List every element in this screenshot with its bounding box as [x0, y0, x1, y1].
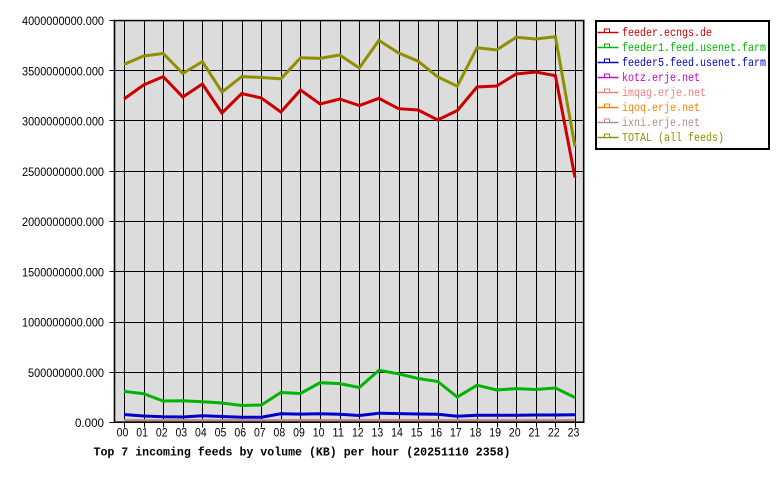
svg-text:18: 18	[470, 428, 482, 440]
svg-text:2500000000.000: 2500000000.000	[22, 167, 104, 179]
svg-text:05: 05	[215, 428, 227, 440]
svg-text:15: 15	[411, 428, 423, 440]
svg-text:10: 10	[313, 428, 325, 440]
svg-text:21: 21	[528, 428, 540, 440]
svg-text:03: 03	[175, 428, 187, 440]
svg-text:2000000000.000: 2000000000.000	[22, 217, 104, 229]
svg-text:1500000000.000: 1500000000.000	[22, 267, 104, 279]
svg-text:16: 16	[430, 428, 442, 440]
svg-text:3000000000.000: 3000000000.000	[22, 117, 104, 129]
svg-text:17: 17	[450, 428, 462, 440]
svg-text:1000000000.000: 1000000000.000	[22, 318, 104, 330]
svg-text:13: 13	[372, 428, 384, 440]
svg-text:3500000000.000: 3500000000.000	[22, 66, 104, 78]
svg-text:20: 20	[509, 428, 521, 440]
svg-text:11: 11	[332, 428, 344, 440]
svg-text:iqoq.erje.net: iqoq.erje.net	[622, 101, 700, 115]
svg-text:07: 07	[254, 428, 266, 440]
svg-text:Top 7 incoming feeds by volume: Top 7 incoming feeds by volume (KB) per …	[94, 445, 511, 459]
svg-text:06: 06	[234, 428, 246, 440]
svg-text:08: 08	[274, 428, 286, 440]
svg-text:23: 23	[568, 428, 580, 440]
svg-text:ixni.erje.net: ixni.erje.net	[622, 116, 700, 130]
svg-text:00: 00	[117, 428, 129, 440]
svg-text:22: 22	[548, 428, 560, 440]
svg-text:TOTAL (all feeds): TOTAL (all feeds)	[622, 131, 724, 145]
svg-text:kotz.erje.net: kotz.erje.net	[622, 71, 700, 85]
svg-text:500000000.000: 500000000.000	[28, 368, 104, 380]
svg-text:04: 04	[195, 428, 207, 440]
svg-text:4000000000.000: 4000000000.000	[22, 16, 104, 28]
svg-text:02: 02	[156, 428, 168, 440]
svg-text:0.000: 0.000	[75, 418, 104, 430]
svg-text:19: 19	[489, 428, 501, 440]
svg-text:12: 12	[352, 428, 364, 440]
svg-text:imqag.erje.net: imqag.erje.net	[622, 86, 706, 100]
svg-text:14: 14	[391, 428, 403, 440]
svg-text:feeder5.feed.usenet.farm: feeder5.feed.usenet.farm	[622, 56, 766, 70]
svg-text:01: 01	[136, 428, 148, 440]
svg-text:feeder1.feed.usenet.farm: feeder1.feed.usenet.farm	[622, 41, 766, 55]
svg-text:feeder.ecngs.de: feeder.ecngs.de	[622, 26, 712, 40]
svg-text:09: 09	[293, 428, 305, 440]
